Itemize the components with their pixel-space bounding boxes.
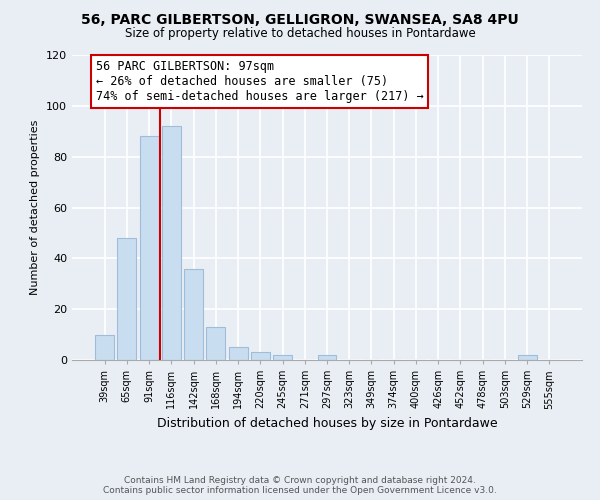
- Y-axis label: Number of detached properties: Number of detached properties: [31, 120, 40, 295]
- Bar: [229, 348, 248, 360]
- Text: Contains HM Land Registry data © Crown copyright and database right 2024.
Contai: Contains HM Land Registry data © Crown c…: [103, 476, 497, 495]
- Bar: [518, 355, 536, 360]
- Text: 56, PARC GILBERTSON, GELLIGRON, SWANSEA, SA8 4PU: 56, PARC GILBERTSON, GELLIGRON, SWANSEA,…: [81, 12, 519, 26]
- Bar: [273, 355, 292, 360]
- Bar: [206, 327, 225, 360]
- Text: Size of property relative to detached houses in Pontardawe: Size of property relative to detached ho…: [125, 28, 475, 40]
- Bar: [118, 238, 136, 360]
- Bar: [317, 355, 337, 360]
- Bar: [184, 268, 203, 360]
- X-axis label: Distribution of detached houses by size in Pontardawe: Distribution of detached houses by size …: [157, 417, 497, 430]
- Bar: [140, 136, 158, 360]
- Bar: [162, 126, 181, 360]
- Text: 56 PARC GILBERTSON: 97sqm
← 26% of detached houses are smaller (75)
74% of semi-: 56 PARC GILBERTSON: 97sqm ← 26% of detac…: [96, 60, 424, 103]
- Bar: [251, 352, 270, 360]
- Bar: [95, 334, 114, 360]
